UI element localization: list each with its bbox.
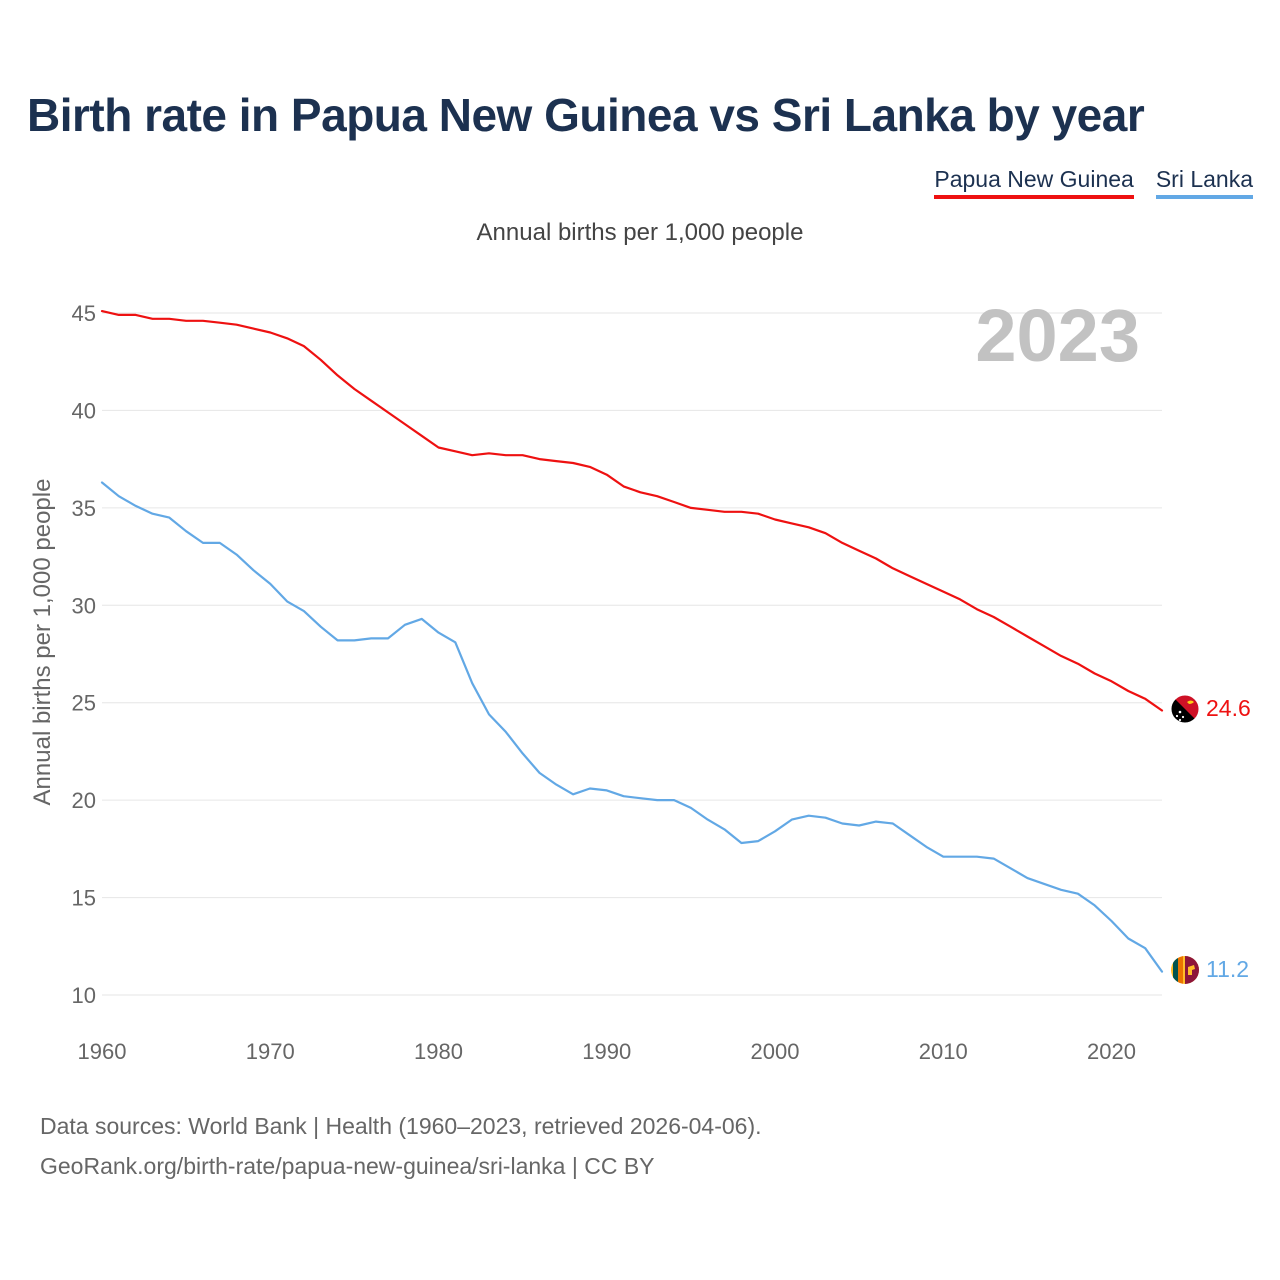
x-tick-1980: 1980 (414, 1039, 463, 1064)
x-tick-2000: 2000 (751, 1039, 800, 1064)
y-tick-35: 35 (72, 496, 96, 521)
y-axis-ticks: 10 15 20 25 30 35 40 45 (72, 301, 96, 1008)
data-source-note: Data sources: World Bank | Health (1960–… (40, 1106, 762, 1186)
series-lines (100, 310, 1164, 973)
papua-new-guinea-flag-icon (1170, 694, 1200, 724)
legend-item-papua-new-guinea[interactable]: Papua New Guinea (934, 166, 1134, 199)
line-chart: Annual births per 1,000 people 10 15 20 25 3… (29, 219, 1251, 1064)
sri-lanka-end-value: 11.2 (1206, 956, 1249, 982)
series-line-sri-lanka[interactable] (100, 481, 1164, 973)
x-axis-ticks: 1960 1970 1980 1990 2000 2010 2020 (78, 1039, 1136, 1064)
x-tick-1990: 1990 (582, 1039, 631, 1064)
x-tick-2020: 2020 (1087, 1039, 1136, 1064)
y-axis-label: Annual births per 1,000 people (29, 479, 56, 806)
y-tick-30: 30 (72, 593, 96, 618)
x-tick-1960: 1960 (78, 1039, 127, 1064)
y-tick-20: 20 (72, 788, 96, 813)
source-line-1: Data sources: World Bank | Health (1960–… (40, 1113, 762, 1139)
series-line-papua-new-guinea[interactable] (100, 310, 1164, 712)
source-line-2[interactable]: GeoRank.org/birth-rate/papua-new-guinea/… (40, 1153, 655, 1179)
legend-item-sri-lanka[interactable]: Sri Lanka (1155, 166, 1253, 199)
y-tick-40: 40 (72, 398, 96, 423)
y-tick-10: 10 (72, 983, 96, 1008)
year-watermark: 2023 (975, 294, 1140, 377)
gridlines (102, 312, 1162, 996)
y-tick-25: 25 (72, 691, 96, 716)
y-tick-15: 15 (72, 886, 96, 911)
chart-title: Birth rate in Papua New Guinea vs Sri La… (27, 89, 1145, 141)
y-tick-45: 45 (72, 301, 96, 326)
x-tick-1970: 1970 (246, 1039, 295, 1064)
x-tick-2010: 2010 (919, 1039, 968, 1064)
legend: Papua New Guinea Sri Lanka (934, 166, 1253, 199)
papua-new-guinea-end-value: 24.6 (1206, 695, 1251, 721)
sri-lanka-flag-icon (1171, 956, 1199, 984)
chart-subtitle: Annual births per 1,000 people (477, 219, 804, 246)
